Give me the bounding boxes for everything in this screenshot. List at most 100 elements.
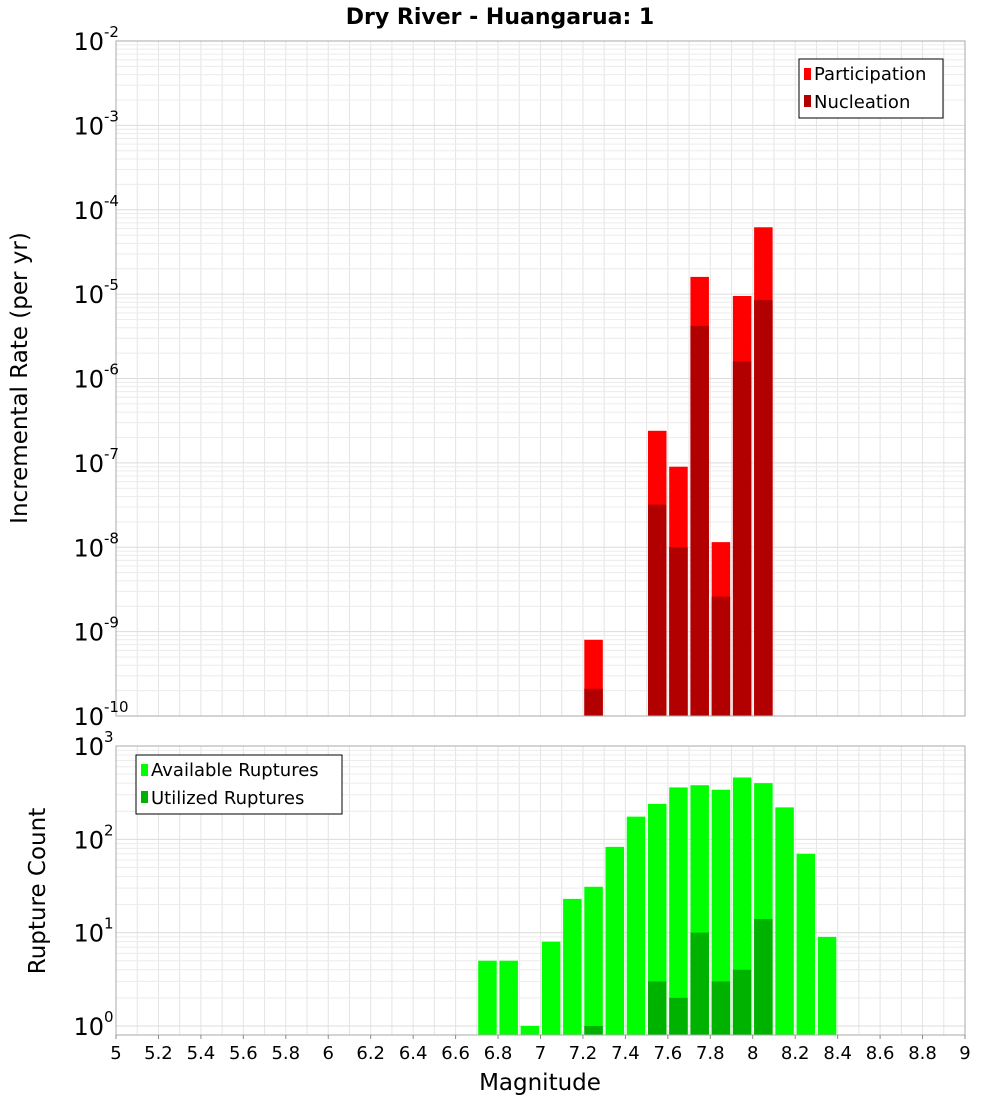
count-y-tick-exponent: 2 (104, 821, 114, 839)
rate-y-tick-exponent: -3 (104, 107, 119, 125)
rate-y-tick-label: 10 (73, 197, 104, 225)
count-y-tick-exponent: 3 (104, 728, 114, 746)
count-y-tick-label: 10 (73, 733, 104, 761)
rate-y-tick-exponent: -9 (104, 614, 119, 632)
participation-swatch (804, 68, 811, 80)
available-bar (775, 807, 794, 1035)
rate-y-axis-label: Incremental Rate (per yr) (7, 232, 33, 524)
x-tick-label: 6.4 (399, 1043, 428, 1064)
rate-y-tick-exponent: -4 (104, 192, 119, 210)
nucleation-legend-label: Nucleation (814, 92, 910, 113)
available-bar (478, 960, 497, 1035)
utilized-bar (732, 969, 752, 1035)
rate-y-tick-label: 10 (73, 450, 104, 478)
available-bar (499, 960, 518, 1035)
available-bar (626, 816, 646, 1035)
x-tick-label: 8.8 (908, 1043, 937, 1064)
rate-y-tick-label: 10 (73, 534, 104, 562)
available-bar (605, 846, 625, 1035)
utilized-bar (584, 1025, 603, 1035)
available-swatch (141, 764, 148, 776)
utilized-bar (669, 997, 688, 1035)
participation-legend-label: Participation (814, 64, 926, 85)
rate-y-tick-label: 10 (73, 112, 104, 140)
rate-y-tick-label: 10 (73, 28, 104, 56)
x-tick-label: 8 (747, 1043, 758, 1064)
available-legend-label: Available Ruptures (151, 760, 319, 781)
rate-y-tick-exponent: -7 (104, 445, 119, 463)
available-bar (647, 803, 667, 1035)
utilized-bar (647, 981, 667, 1035)
rate-y-tick-label: 10 (73, 619, 104, 647)
x-tick-label: 5.4 (187, 1043, 216, 1064)
count-y-axis-label: Rupture Count (25, 808, 51, 974)
x-tick-label: 7.2 (569, 1043, 598, 1064)
chart-title: Dry River - Huangarua: 1 (346, 5, 654, 30)
available-bar (520, 1025, 540, 1035)
available-bar (711, 789, 731, 1035)
rate-plot-frame (115, 40, 966, 717)
count-y-tick-exponent: 1 (104, 915, 114, 933)
x-tick-label: 7 (535, 1043, 546, 1064)
rate-y-tick-label: 10 (73, 281, 104, 309)
rate-bars (584, 227, 773, 716)
count-y-tick-label: 10 (73, 920, 104, 948)
rate-y-tick-exponent: -5 (104, 276, 119, 294)
x-axis-label: Magnitude (479, 1070, 601, 1096)
magnitude-x-ticks: 5 5.2 5.4 5.6 5.8 6 6.2 6.4 6.6 6.8 7 7.2 7.4 7.6 7.8 8… (110, 1035, 971, 1064)
x-tick-label: 7.6 (654, 1043, 683, 1064)
utilized-bar (690, 932, 709, 1035)
rate-y-tick-exponent: -10 (104, 698, 129, 716)
x-tick-label: 6.8 (484, 1043, 513, 1064)
rate-y-tick-exponent: -8 (104, 529, 119, 547)
nucleation-bar (669, 547, 688, 716)
available-bar (817, 936, 837, 1035)
x-tick-label: 8.6 (866, 1043, 895, 1064)
rate-y-tick-exponent: -2 (104, 23, 119, 41)
nucleation-bar (647, 504, 667, 716)
rate-y-tick-label: 10 (73, 703, 104, 731)
utilized-bar (711, 981, 731, 1035)
rate-legend-box (798, 58, 944, 119)
x-tick-label: 5 (110, 1043, 121, 1064)
nucleation-bar (584, 688, 603, 716)
x-tick-label: 6.6 (441, 1043, 470, 1064)
utilized-swatch (141, 791, 148, 803)
utilized-legend-label: Utilized Ruptures (151, 788, 304, 809)
available-bar (669, 787, 688, 1035)
rate-y-tick-label: 10 (73, 366, 104, 394)
x-tick-label: 8.4 (823, 1043, 852, 1064)
rate-legend: Participation Nucleation (798, 58, 944, 119)
count-y-tick-label: 10 (73, 1013, 104, 1041)
x-tick-label: 5.6 (229, 1043, 258, 1064)
x-tick-label: 5.2 (144, 1043, 173, 1064)
x-tick-label: 8.2 (781, 1043, 810, 1064)
count-legend: Available Ruptures Utilized Ruptures (135, 754, 343, 815)
count-legend-box (135, 754, 343, 815)
rate-grid (115, 41, 966, 717)
available-bar (584, 886, 603, 1035)
count-y-tick-label: 10 (73, 826, 104, 854)
nucleation-bar (690, 325, 709, 716)
x-tick-label: 5.8 (271, 1043, 300, 1064)
available-bar (563, 898, 582, 1035)
x-tick-label: 9 (959, 1043, 970, 1064)
available-bar (796, 853, 816, 1035)
x-tick-label: 7.8 (696, 1043, 725, 1064)
x-tick-label: 7.4 (611, 1043, 640, 1064)
rate-y-tick-exponent: -6 (104, 361, 119, 379)
nucleation-bar (754, 300, 773, 716)
nucleation-bar (711, 596, 731, 716)
utilized-bar (754, 919, 773, 1035)
available-bar (541, 941, 561, 1035)
nucleation-swatch (804, 95, 811, 107)
x-tick-label: 6.2 (356, 1043, 385, 1064)
x-tick-label: 6 (323, 1043, 334, 1064)
count-y-tick-exponent: 0 (104, 1008, 114, 1026)
nucleation-bar (732, 361, 752, 716)
